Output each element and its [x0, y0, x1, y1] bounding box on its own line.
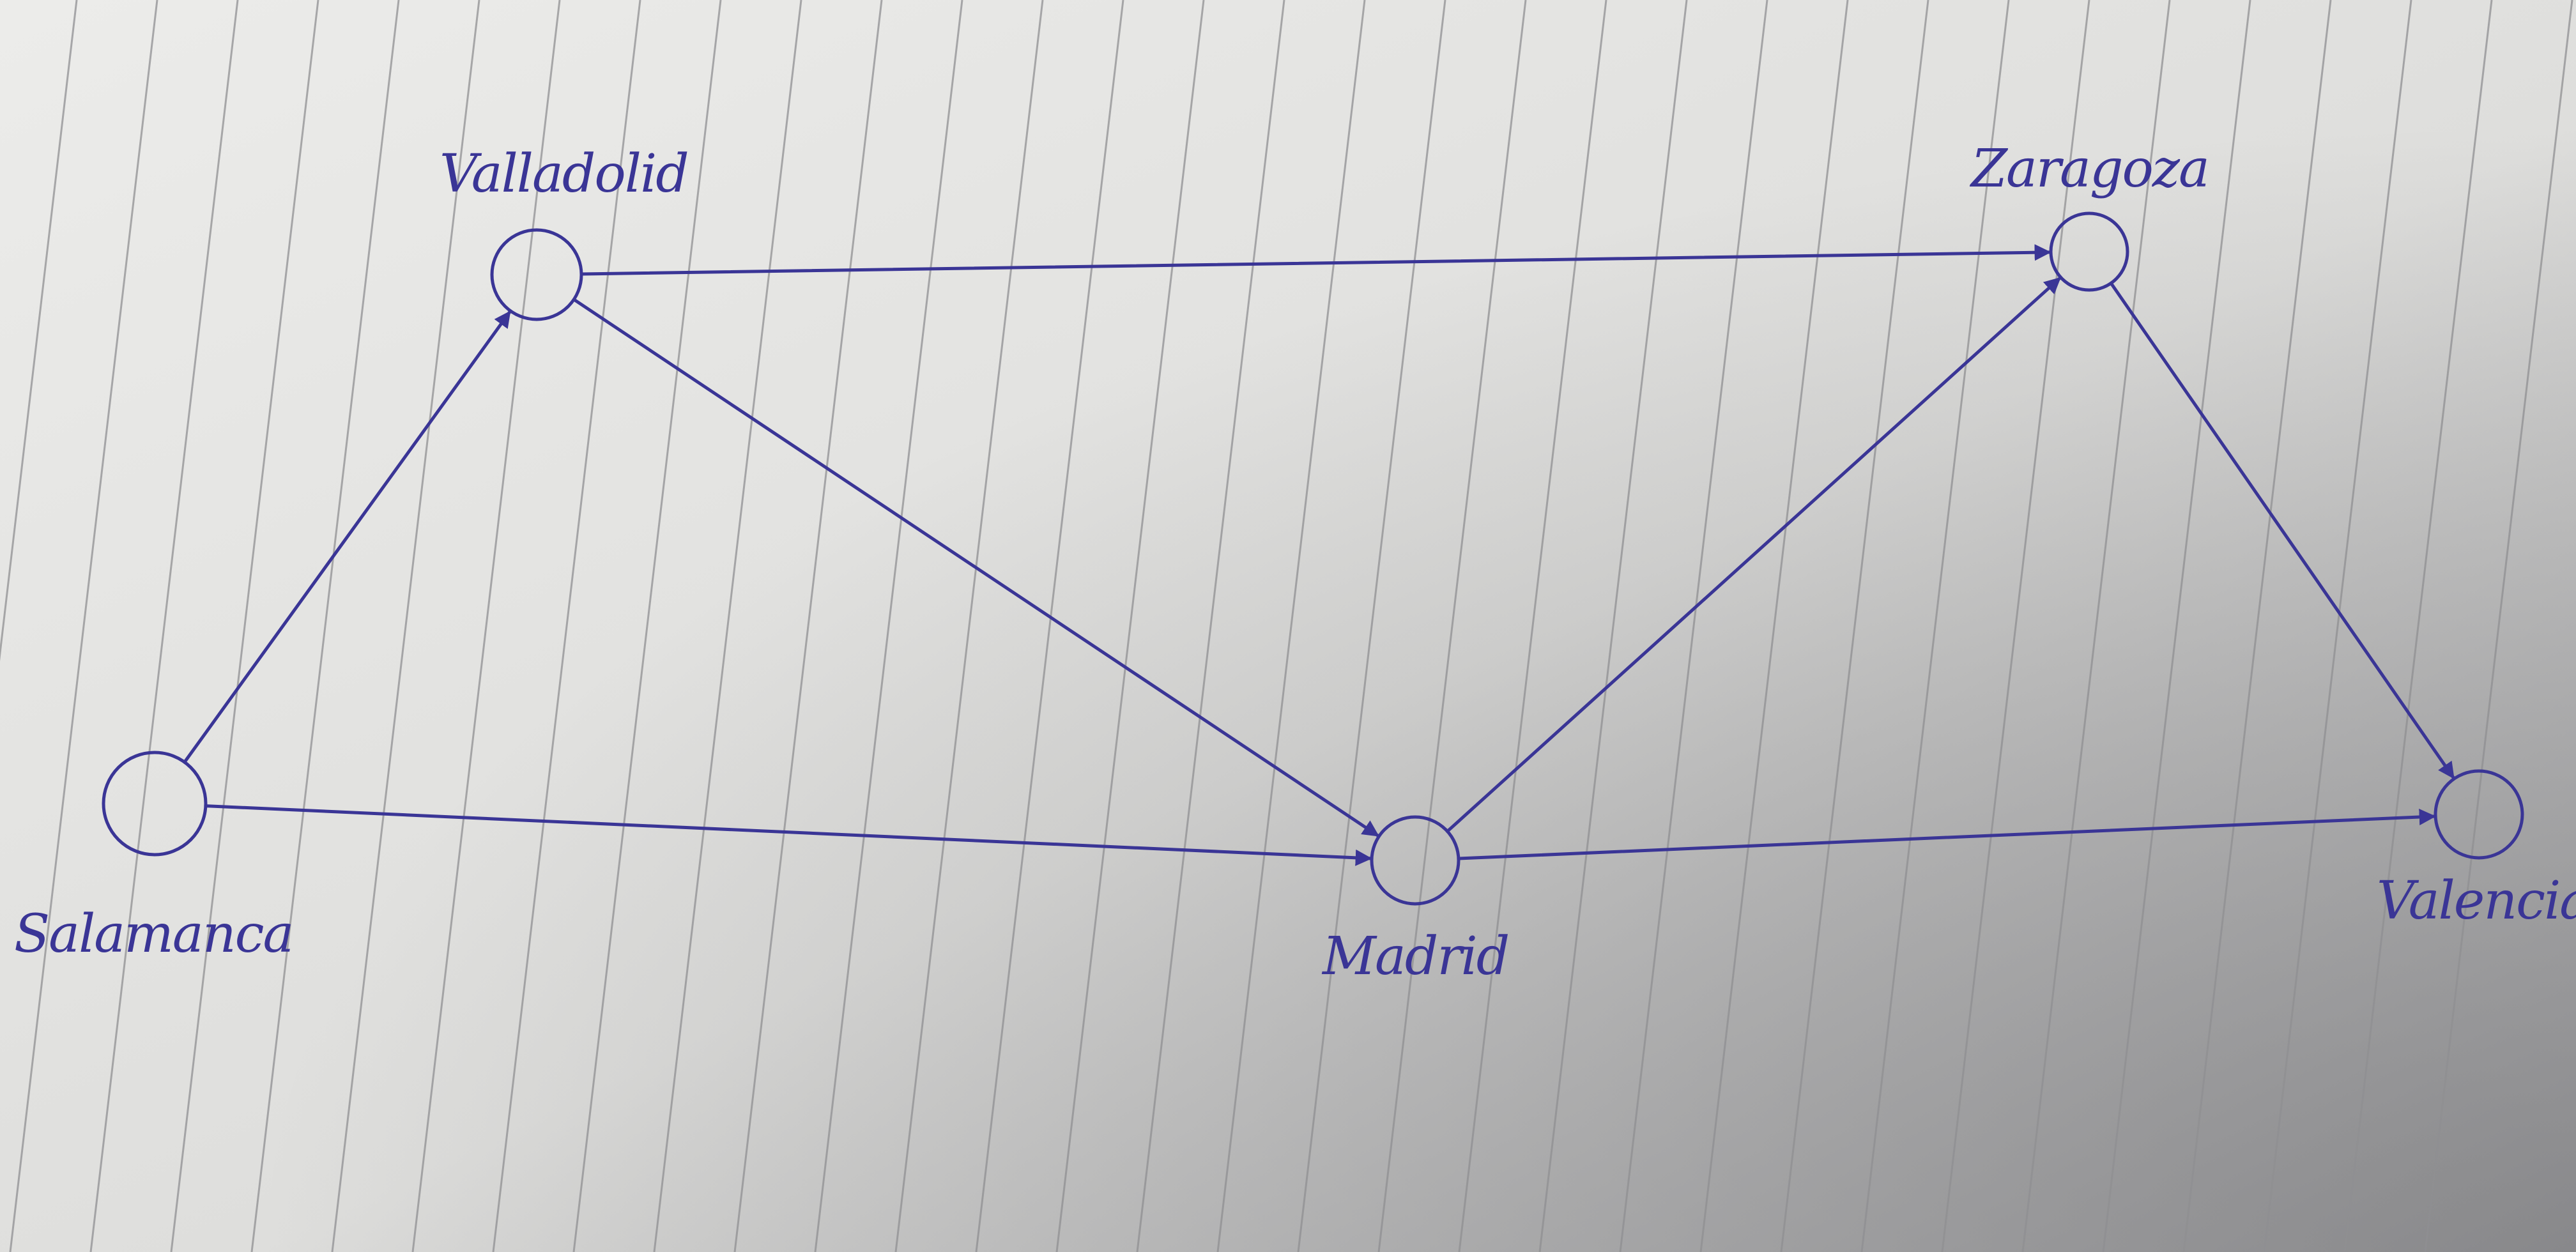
node-valencia: Valencia	[2377, 769, 2576, 931]
ruled-line	[2021, 0, 2171, 1252]
node-circle-madrid	[1370, 815, 1460, 906]
edge-zaragoza-to-valencia	[2109, 281, 2455, 779]
ruled-line	[975, 0, 1124, 1252]
ruled-line	[1458, 0, 1607, 1252]
ruled-line	[1699, 0, 1849, 1252]
edge-salamanca-to-madrid	[204, 804, 1372, 866]
ruled-line	[0, 0, 78, 662]
node-circle-zaragoza	[2049, 211, 2129, 292]
ruled-line	[170, 0, 319, 1252]
ruled-line	[1136, 0, 1285, 1252]
node-label-salamanca: Salamanca	[14, 904, 293, 965]
node-label-valladolid: Valladolid	[440, 144, 688, 204]
ruled-line	[1941, 0, 2090, 1252]
edges	[183, 244, 2455, 866]
edge-madrid-to-zaragoza	[1445, 277, 2062, 833]
ruled-line	[1297, 0, 1446, 1252]
edge-salamanca-to-valladolid	[183, 310, 512, 764]
ruled-line	[411, 0, 561, 1252]
ruled-line	[572, 0, 722, 1252]
ruled-line	[733, 0, 883, 1252]
ruled-line	[1538, 0, 1688, 1252]
node-label-valencia: Valencia	[2377, 871, 2576, 931]
node-circle-salamanca	[102, 751, 208, 857]
ruled-line	[9, 0, 158, 1252]
ruled-line	[1377, 0, 1527, 1252]
ruled-line	[1780, 0, 1929, 1252]
edge-valladolid-to-zaragoza	[579, 244, 2051, 276]
ruled-line	[2182, 0, 2332, 1252]
edge-madrid-to-valencia	[1457, 809, 2436, 860]
ruled-line	[1055, 0, 1205, 1252]
ruled-line	[1619, 0, 1768, 1252]
node-label-zaragoza: Zaragoza	[1969, 139, 2209, 199]
ruled-line	[1860, 0, 2010, 1252]
ruled-line	[653, 0, 802, 1252]
node-valladolid: Valladolid	[440, 144, 689, 321]
ruled-line	[2343, 0, 2493, 1252]
ruled-line	[1216, 0, 1366, 1252]
ruled-line	[250, 0, 400, 1252]
ruled-line	[2424, 0, 2573, 1252]
ruled-line	[894, 0, 1044, 1252]
node-circle-valencia	[2434, 769, 2524, 860]
node-zaragoza: Zaragoza	[1969, 139, 2210, 292]
ruled-line	[331, 0, 480, 1252]
node-salamanca: Salamanca	[14, 751, 294, 965]
ruled-line	[89, 0, 239, 1252]
ruled-line	[2102, 0, 2251, 1252]
node-label-madrid: Madrid	[1321, 926, 1508, 987]
node-circle-valladolid	[490, 228, 583, 321]
ruled-line	[814, 0, 963, 1252]
ruled-line	[2263, 0, 2412, 1252]
edge-valladolid-to-madrid	[572, 298, 1380, 837]
node-madrid: Madrid	[1321, 815, 1510, 987]
ruled-line	[492, 0, 641, 1252]
nodes: Salamanca Valladolid Madrid Zaragoza Valenci…	[14, 139, 2576, 987]
